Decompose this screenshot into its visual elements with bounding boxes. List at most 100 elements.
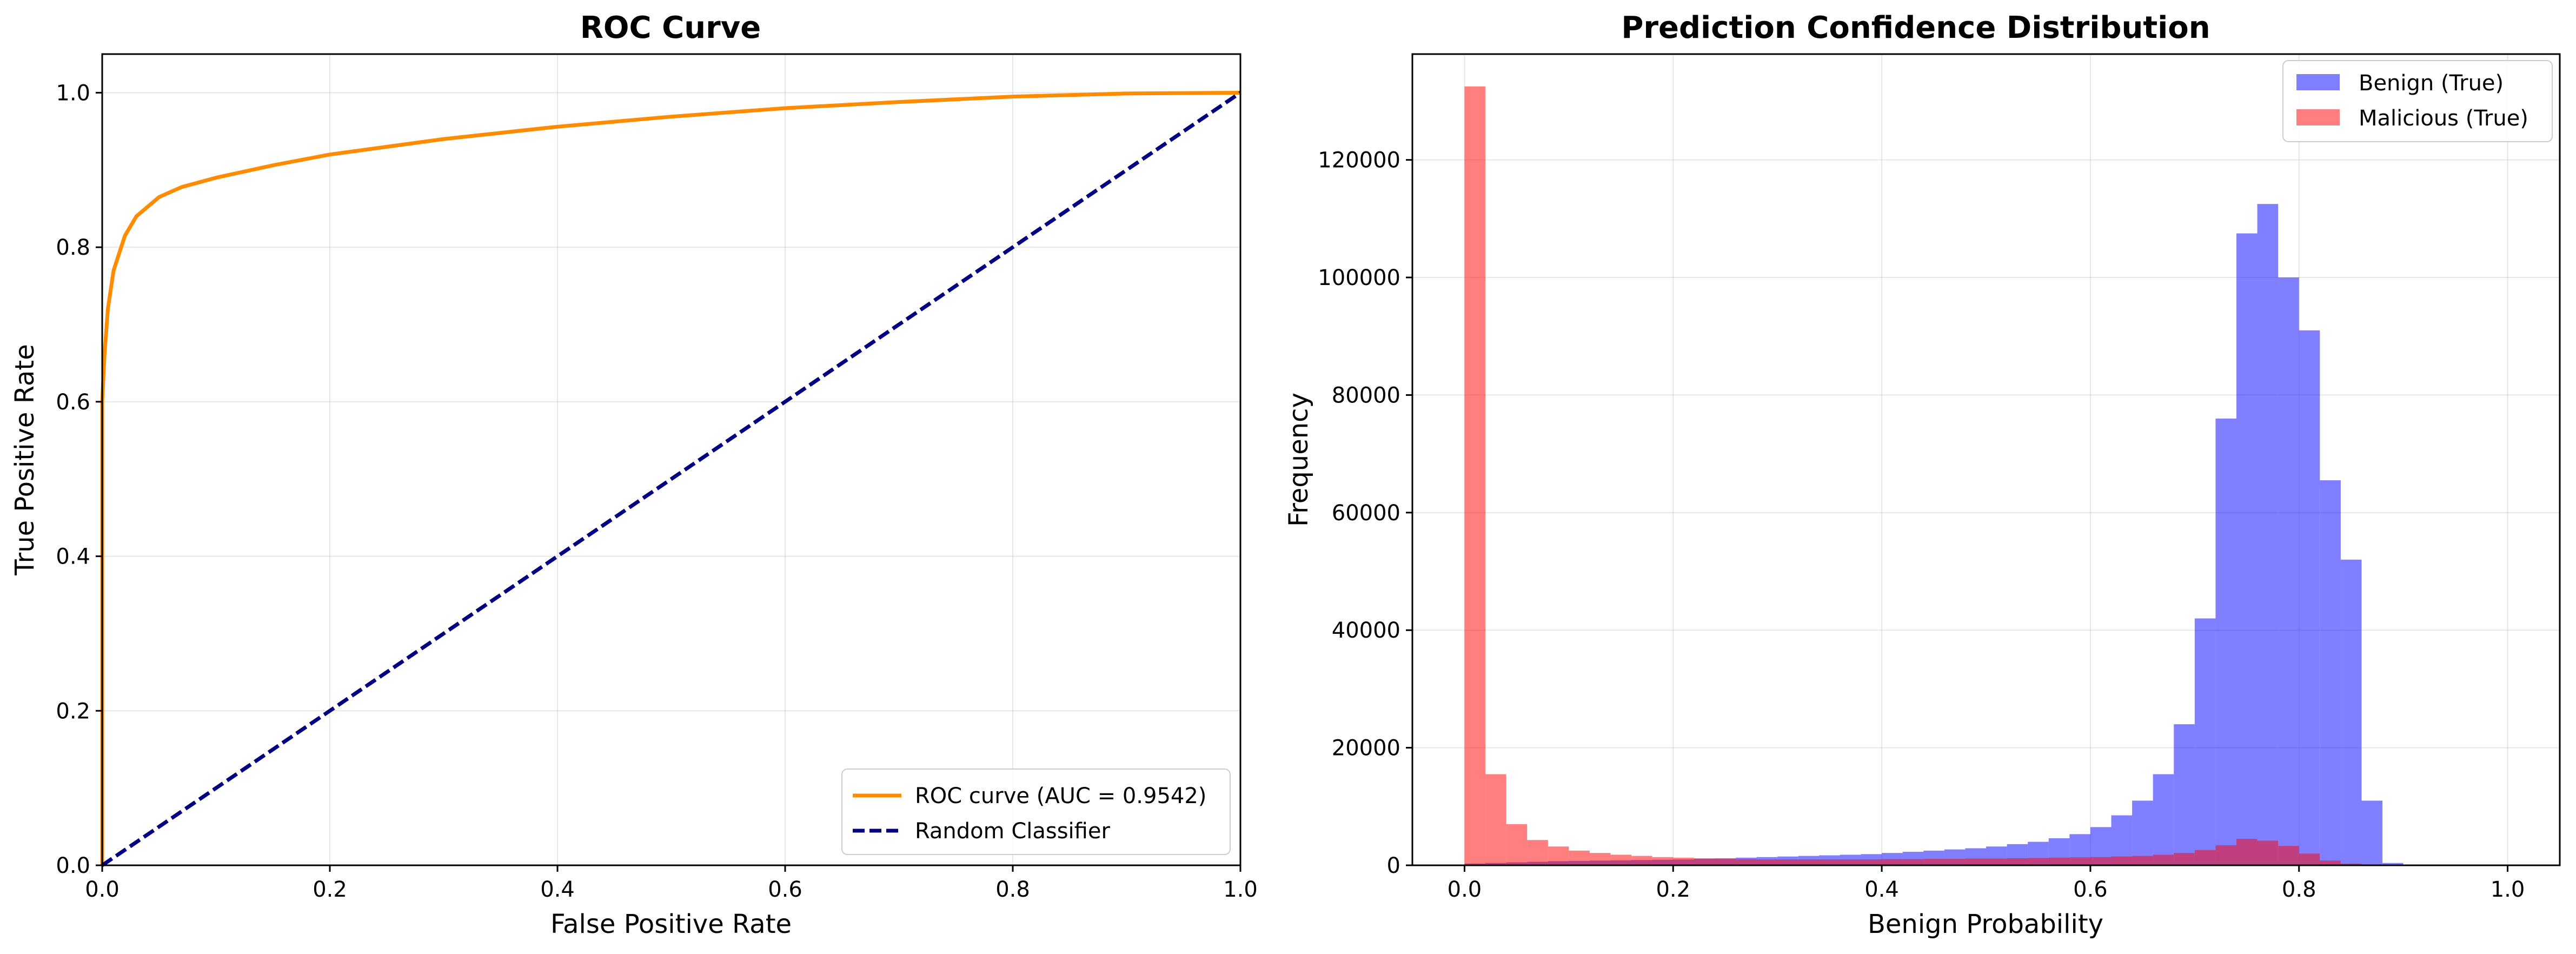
malicious-bar [1756, 859, 1778, 865]
malicious-bar [2048, 857, 2070, 865]
malicious-bar [1631, 856, 1652, 865]
malicious-bar [1986, 858, 2007, 865]
malicious-bar [1589, 853, 1611, 865]
roc-legend-label-1: Random Classifier [915, 819, 1110, 844]
benign-bar [2361, 800, 2383, 865]
histogram-y-tick-label: 0 [1387, 853, 1400, 878]
roc-legend-box [841, 769, 1231, 855]
roc-y-tick-label: 0.4 [56, 545, 90, 569]
roc-y-tick-label: 0.8 [56, 235, 90, 260]
roc-x-tick-label: 0.8 [995, 877, 1030, 902]
malicious-bar [1715, 859, 1736, 865]
histogram-legend-label-0: Benign (True) [2359, 71, 2504, 96]
histogram-x-axis-label: Benign Probability [1868, 909, 2103, 939]
benign-bar [2132, 800, 2153, 865]
benign-bar [2215, 418, 2236, 865]
roc-chart-title: ROC Curve [580, 10, 761, 45]
histogram-x-tick-label: 0.8 [2282, 877, 2316, 902]
roc-x-tick-label: 0.2 [313, 877, 347, 902]
malicious-bar [1819, 859, 1840, 865]
benign-bar [2320, 480, 2341, 865]
histogram-x-tick-label: 0.2 [1656, 877, 1690, 902]
malicious-bar [2007, 858, 2028, 865]
histogram-chart: Prediction Confidence Distribution 0.0 0.… [1284, 10, 2561, 939]
roc-y-axis-ticks: 0.0 0.2 0.4 0.6 0.8 1.0 [56, 81, 102, 878]
histogram-legend-label-1: Malicious (True) [2359, 106, 2528, 131]
malicious-bar [2111, 856, 2133, 865]
malicious-bar [1694, 858, 1715, 865]
roc-x-tick-label: 0.6 [768, 877, 802, 902]
malicious-bar [2320, 860, 2341, 865]
roc-series-lines [100, 90, 1241, 867]
malicious-bar [2132, 856, 2153, 865]
malicious-bar [2090, 857, 2112, 865]
malicious-bar [1464, 86, 1486, 865]
histogram-y-tick-label: 40000 [1332, 618, 1400, 643]
histogram-x-tick-label: 0.6 [2073, 877, 2108, 902]
malicious-bar [1652, 857, 1674, 865]
roc-y-tick-label: 0.2 [56, 699, 90, 724]
histogram-plot-frame [1411, 53, 2561, 866]
histogram-y-tick-label: 60000 [1332, 501, 1400, 526]
histogram-plot-area [1412, 54, 2560, 865]
histogram-legend: Benign (True) Malicious (True) [2282, 60, 2553, 142]
benign-bar [2174, 724, 2195, 865]
roc-plot-area [102, 54, 1240, 865]
malicious-bar [1944, 859, 1966, 865]
malicious-bar [1736, 859, 1757, 865]
malicious-bar [2215, 845, 2236, 865]
roc-legend-label-0: ROC curve (AUC = 0.9542) [915, 784, 1206, 809]
roc-y-axis-label: True Positive Rate [10, 344, 40, 576]
malicious-bar [2236, 839, 2258, 865]
histogram-y-tick-label: 80000 [1332, 383, 1400, 408]
roc-x-axis-ticks: 0.0 0.2 0.4 0.6 0.8 1.0 [85, 865, 1258, 902]
benign-bar [2236, 233, 2258, 865]
histogram-bars-malicious [1464, 86, 2383, 865]
roc-curve-line [100, 90, 1241, 865]
malicious-bar [1485, 774, 1506, 865]
malicious-bar [1882, 859, 1903, 865]
malicious-bar [2340, 863, 2362, 865]
histogram-x-tick-label: 0.0 [1448, 877, 1482, 902]
histogram-y-tick-label: 120000 [1318, 148, 1400, 173]
roc-x-tick-label: 1.0 [1223, 877, 1258, 902]
malicious-bar [2257, 840, 2279, 865]
benign-bar [2257, 204, 2279, 865]
roc-gridlines [102, 54, 1241, 866]
histogram-y-axis-label: Frequency [1284, 393, 1314, 527]
histogram-legend-box [2282, 60, 2553, 142]
malicious-bar [1861, 859, 1882, 865]
malicious-bar [1777, 859, 1798, 865]
roc-y-tick-label: 1.0 [56, 81, 90, 105]
malicious-bar [2069, 857, 2090, 865]
malicious-bar [1923, 859, 1944, 865]
histogram-legend-swatch-1 [2296, 109, 2340, 125]
benign-bar [2278, 277, 2299, 865]
malicious-bar [2028, 858, 2049, 865]
malicious-bar [2174, 853, 2195, 865]
roc-chart: ROC Curve 0.0 0.2 0.4 0.6 0.8 1.0 0.0 0.2 0.4 0.… [10, 10, 1258, 939]
malicious-bar [1506, 824, 1528, 865]
malicious-bar [2194, 850, 2216, 865]
malicious-bar [1673, 857, 1694, 865]
benign-bar [2194, 618, 2216, 865]
malicious-bar [1902, 859, 1924, 865]
malicious-bar [2299, 853, 2320, 865]
histogram-x-axis-ticks: 0.0 0.2 0.4 0.6 0.8 1.0 [1448, 865, 2525, 902]
histogram-y-axis-ticks: 0 20000 40000 60000 80000 100000 120000 [1318, 148, 1412, 878]
malicious-bar [1610, 854, 1632, 865]
malicious-bar [1798, 859, 1820, 865]
roc-y-tick-label: 0.0 [56, 853, 90, 878]
malicious-bar [1965, 858, 1986, 865]
histogram-gridlines [1412, 54, 2560, 866]
benign-bar [2340, 559, 2362, 865]
histogram-x-tick-label: 0.4 [1864, 877, 1899, 902]
malicious-bar [2278, 846, 2299, 865]
histogram-x-tick-label: 1.0 [2491, 877, 2525, 902]
malicious-bar [1569, 850, 1590, 865]
histogram-chart-title: Prediction Confidence Distribution [1621, 10, 2210, 45]
roc-y-tick-label: 0.6 [56, 390, 90, 415]
random-classifier-line [101, 91, 1241, 867]
benign-bar [2153, 774, 2174, 865]
histogram-legend-swatch-0 [2296, 74, 2340, 90]
